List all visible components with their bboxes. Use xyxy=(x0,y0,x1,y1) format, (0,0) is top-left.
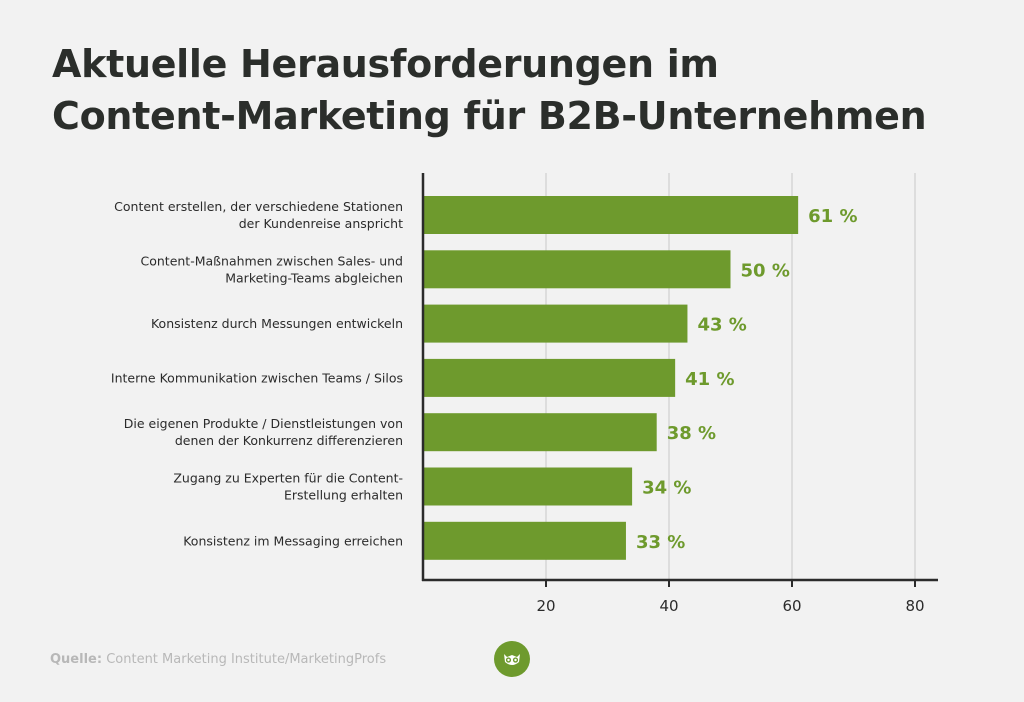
value-label: 61 % xyxy=(808,206,857,227)
x-tick-label: 20 xyxy=(536,597,555,615)
bar xyxy=(423,358,676,397)
bar xyxy=(423,467,633,506)
bar xyxy=(423,250,731,289)
category-label: Interne Kommunikation zwischen Teams / S… xyxy=(111,370,403,385)
source-label: Quelle: xyxy=(50,652,103,667)
chart-title: Aktuelle Herausforderungen im Content-Ma… xyxy=(52,38,1002,142)
category-label: der Kundenreise anspricht xyxy=(239,216,403,231)
bar xyxy=(423,196,799,234)
category-label: Konsistenz im Messaging erreichen xyxy=(183,533,403,548)
x-tick-label: 60 xyxy=(782,597,801,615)
category-label: Konsistenz durch Messungen entwickeln xyxy=(151,316,403,331)
source-text: Content Marketing Institute/MarketingPro… xyxy=(106,652,387,667)
bar xyxy=(423,304,688,343)
owl-icon xyxy=(494,641,530,677)
chart-title-line-1: Aktuelle Herausforderungen im xyxy=(52,42,719,86)
bar xyxy=(423,413,657,452)
bar xyxy=(423,521,626,560)
source-footer: Quelle: Content Marketing Institute/Mark… xyxy=(50,652,386,667)
value-label: 43 % xyxy=(697,315,746,336)
category-label: Content erstellen, der verschiedene Stat… xyxy=(114,199,403,214)
x-tick-label: 80 xyxy=(905,597,924,615)
category-label: Erstellung erhalten xyxy=(284,488,403,503)
value-label: 33 % xyxy=(636,532,685,553)
chart-title-line-2: Content-Marketing für B2B-Unternehmen xyxy=(52,94,927,138)
value-label: 38 % xyxy=(667,423,716,444)
value-label: 41 % xyxy=(685,369,734,390)
value-label: 50 % xyxy=(741,260,790,281)
value-label: 34 % xyxy=(642,478,691,499)
category-label: Marketing-Teams abgleichen xyxy=(225,270,403,285)
category-label: Zugang zu Experten für die Content- xyxy=(173,471,403,486)
category-label: Die eigenen Produkte / Dienstleistungen … xyxy=(124,416,403,431)
category-label: denen der Konkurrenz differenzieren xyxy=(175,433,403,448)
category-label: Content-Maßnahmen zwischen Sales- und xyxy=(141,253,404,268)
x-tick-label: 40 xyxy=(659,597,678,615)
